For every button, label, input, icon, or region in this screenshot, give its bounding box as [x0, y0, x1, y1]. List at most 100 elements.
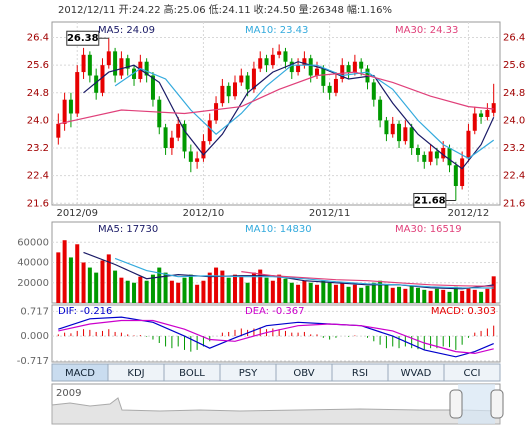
volume-bar: [106, 254, 111, 303]
candle-body: [106, 51, 111, 66]
candle-body: [220, 85, 225, 104]
header-field: 低:24.11: [209, 3, 251, 16]
ma-line: [241, 271, 494, 287]
y-tick-label: 22.4: [503, 171, 525, 182]
candle-body: [75, 72, 80, 114]
y-tick-label: 60000: [17, 237, 49, 248]
volume-bar: [447, 291, 452, 303]
candle-body: [277, 51, 282, 55]
ma-line: [58, 319, 494, 355]
legend-entry: MA30: 16519: [395, 224, 462, 235]
candle-body: [289, 61, 294, 73]
extreme-box: [66, 30, 100, 46]
y-tick-label: 40000: [17, 258, 49, 269]
tab-label: MACD: [65, 368, 95, 379]
volume-bar: [182, 277, 187, 303]
navigator-handle[interactable]: [490, 389, 504, 419]
candle-body: [195, 158, 200, 162]
candle-body: [327, 85, 332, 93]
volume-bar: [157, 267, 162, 303]
extreme-label: 21.68: [414, 196, 446, 207]
ma-line: [83, 61, 495, 170]
volume-bar: [132, 282, 137, 303]
header-field: 幅:1.16%: [347, 3, 392, 16]
candle-body: [403, 127, 408, 142]
candle-body: [384, 120, 389, 135]
y-tick-label: 23.2: [27, 143, 49, 154]
candle-body: [201, 141, 206, 159]
tab[interactable]: [443, 363, 501, 382]
volume-bar: [150, 274, 155, 303]
candle-body: [491, 103, 496, 113]
y-tick-label: 25.6: [503, 60, 525, 71]
volume-bar: [239, 276, 244, 303]
volume-bar: [119, 277, 124, 303]
candle-body: [422, 154, 427, 162]
candle-body: [182, 123, 187, 152]
volume-bar: [315, 284, 320, 303]
x-tick-label: 2012/11: [309, 208, 351, 219]
legend-entry: MA30: 24.33: [395, 25, 458, 36]
y-tick-label: 22.4: [27, 171, 49, 182]
volume-bar: [302, 280, 307, 303]
volume-bar: [460, 290, 465, 303]
volume-bar: [195, 284, 200, 303]
tab-label: WVAD: [401, 368, 432, 379]
candle-body: [251, 68, 256, 90]
candle-body: [321, 68, 326, 86]
candle-body: [428, 151, 433, 162]
candle-body: [207, 120, 212, 142]
candle-body: [81, 54, 86, 73]
candle-body: [119, 58, 124, 76]
volume-bar: [365, 285, 370, 303]
volume-bar: [207, 272, 212, 303]
candle-body: [390, 123, 395, 135]
volume-bar: [397, 286, 402, 303]
volume-bar: [308, 282, 313, 303]
volume-bar: [453, 286, 458, 303]
header-field: 高:25.06: [164, 3, 206, 16]
x-tick-label: 2012/10: [183, 208, 225, 219]
y-tick-label: 21.6: [503, 198, 525, 209]
candle-body: [176, 123, 181, 138]
y-tick-label: 20000: [17, 278, 49, 289]
volume-bar: [201, 280, 206, 303]
legend-entry: MA10: 23.43: [245, 25, 308, 36]
volume-bar: [409, 285, 414, 303]
volume-bar: [94, 272, 99, 303]
y-tick-label: 25.6: [27, 60, 49, 71]
volume-bar: [441, 289, 446, 303]
ma-line: [114, 257, 494, 289]
y-tick-label: -0.717: [17, 356, 49, 367]
candle-body: [226, 85, 231, 97]
y-tick-label: 0.000: [20, 331, 49, 342]
volume-bar: [138, 276, 143, 303]
volume-bar: [340, 282, 345, 303]
candle-body: [302, 58, 307, 66]
candle-body: [258, 58, 263, 69]
candle-body: [447, 148, 452, 166]
volume-bar: [75, 244, 80, 303]
candle-body: [296, 65, 301, 73]
volume-bar: [81, 262, 86, 303]
y-tick-label: 26.4: [27, 33, 49, 44]
ma-line: [58, 316, 494, 358]
candle-body: [359, 61, 364, 69]
volume-bar: [428, 290, 433, 303]
volume-bar: [289, 282, 294, 303]
volume-bar: [378, 280, 383, 303]
volume-bar: [258, 269, 263, 303]
y-tick-label: 24.0: [503, 115, 525, 126]
ma-line: [58, 71, 494, 125]
candle-body: [264, 58, 269, 66]
candle-body: [371, 82, 376, 100]
volume-bar: [163, 272, 168, 303]
navigator-handle[interactable]: [449, 389, 463, 419]
volume-bar: [352, 284, 357, 303]
navigator-label: 2009: [56, 388, 81, 399]
candle-body: [188, 151, 193, 162]
candle-body: [87, 54, 92, 76]
candle-body: [434, 151, 439, 159]
candle-body: [466, 130, 471, 159]
